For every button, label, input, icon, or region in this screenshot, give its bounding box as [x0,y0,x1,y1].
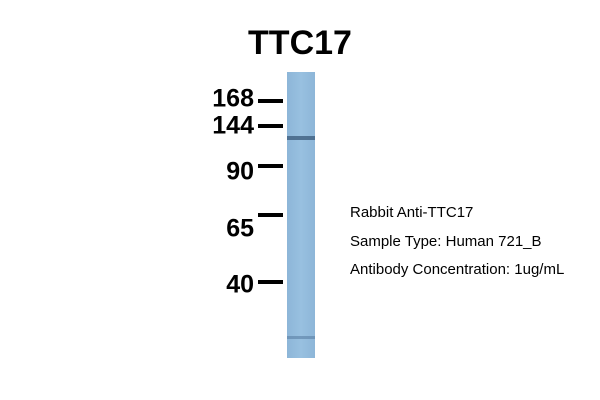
title: TTC17 [248,24,352,62]
marker-bar [258,164,283,168]
marker-bar [258,124,283,128]
annotations: Rabbit Anti-TTC17 Sample Type: Human 721… [350,204,564,278]
band [287,336,315,339]
marker-bar [258,99,283,103]
marker-labels: 168 144 90 65 40 [212,85,254,299]
annotation: Rabbit Anti-TTC17 [350,204,473,221]
blot-lane [287,72,315,358]
marker-label: 65 [226,215,254,243]
marker-bars [258,99,283,284]
annotation: Antibody Concentration: 1ug/mL [350,261,564,278]
marker-label: 40 [226,271,254,299]
annotation: Sample Type: Human 721_B [350,233,542,250]
marker-label: 90 [226,158,254,186]
marker-bar [258,213,283,217]
band [287,136,315,140]
marker-bar [258,280,283,284]
marker-label: 144 [212,112,254,140]
marker-label: 168 [212,85,254,113]
